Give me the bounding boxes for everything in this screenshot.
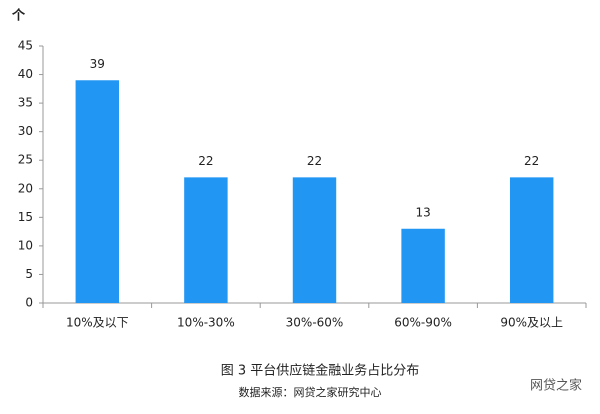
source: 数据来源：网贷之家研究中心 [239, 385, 382, 399]
x-tick-label: 10%-30% [177, 316, 235, 330]
data-label: 22 [198, 154, 213, 168]
y-tick-label: 40 [18, 67, 33, 81]
y-tick-label: 10 [18, 238, 33, 252]
bar [292, 177, 337, 303]
data-label: 13 [415, 205, 430, 219]
bar [401, 228, 445, 303]
y-tick-label: 0 [25, 296, 33, 310]
x-tick-label: 60%-90% [394, 316, 452, 330]
bar [75, 80, 120, 304]
x-tick-label: 30%-60% [286, 316, 344, 330]
data-label: 22 [524, 154, 539, 168]
y-tick-label: 15 [18, 210, 33, 224]
y-tick-label: 5 [25, 267, 33, 281]
data-label: 39 [90, 57, 105, 71]
bar [184, 177, 228, 303]
y-tick-label: 35 [18, 96, 33, 110]
watermark: 网贷之家 [530, 378, 582, 394]
y-tick-label: 45 [18, 39, 33, 53]
y-tick-label: 25 [18, 153, 33, 167]
y-unit-label: 个 [11, 8, 26, 24]
y-tick-label: 30 [18, 124, 33, 138]
bar [509, 177, 554, 303]
x-tick-label: 90%及以上 [500, 316, 563, 330]
data-label: 22 [307, 154, 322, 168]
y-tick-label: 20 [18, 181, 33, 195]
chart-title: 图 3 平台供应链金融业务占比分布 [221, 363, 420, 379]
x-tick-label: 10%及以下 [66, 316, 129, 330]
